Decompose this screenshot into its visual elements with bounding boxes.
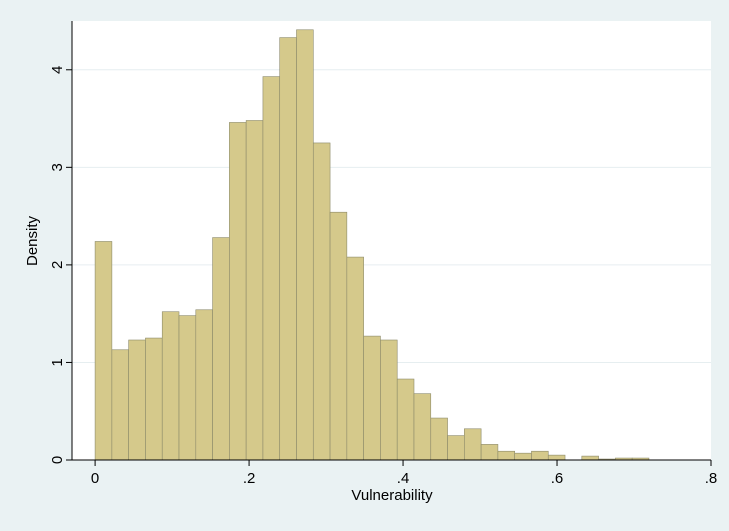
histogram-bar: [547, 454, 566, 461]
ticks: 0 1 2 3 4 0 .2 .4 .6 .8: [49, 66, 717, 487]
histogram-bar: [396, 378, 415, 461]
y-tick-label: 0: [49, 456, 66, 464]
histogram-bar: [111, 349, 129, 461]
histogram-bar: [195, 309, 213, 461]
histogram-bar: [145, 337, 163, 461]
histogram-bar: [430, 417, 448, 461]
bars: [94, 29, 650, 461]
y-tick-label: 3: [49, 163, 66, 171]
histogram-bar: [128, 339, 146, 461]
histogram-bar: [346, 256, 364, 461]
histogram-bar: [245, 120, 264, 461]
histogram-bar: [229, 122, 247, 461]
histogram-bar: [212, 237, 230, 461]
axes: [71, 21, 711, 461]
histogram-bar: [380, 339, 398, 461]
histogram-bar: [363, 335, 381, 461]
y-tick-label: 1: [49, 358, 66, 366]
x-tick-label: .8: [705, 470, 718, 487]
x-tick-label: .2: [243, 470, 256, 487]
histogram-bar: [581, 455, 599, 461]
y-tick-label: 4: [49, 66, 66, 74]
histogram-bar: [447, 435, 465, 461]
histogram-bar: [497, 450, 515, 461]
histogram-bar: [312, 142, 331, 461]
histogram-bar: [161, 311, 180, 461]
histogram-bar: [178, 315, 197, 461]
y-axis-title: Density: [24, 215, 41, 266]
x-tick-label: .6: [551, 470, 564, 487]
histogram-bar: [413, 393, 432, 461]
x-tick-label: 0: [91, 470, 99, 487]
histogram-bar: [279, 37, 297, 461]
x-tick-label: .4: [397, 470, 410, 487]
histogram-bar: [514, 452, 532, 461]
histogram-bar: [262, 76, 281, 461]
histogram-bar: [464, 428, 482, 461]
histogram-bar: [531, 450, 549, 461]
x-axis-title: Vulnerability: [351, 487, 433, 504]
histogram-bar: [296, 29, 314, 461]
histogram-bar: [94, 241, 113, 461]
histogram-bar: [329, 211, 348, 461]
histogram-bar: [480, 444, 499, 461]
y-tick-label: 2: [49, 261, 66, 269]
